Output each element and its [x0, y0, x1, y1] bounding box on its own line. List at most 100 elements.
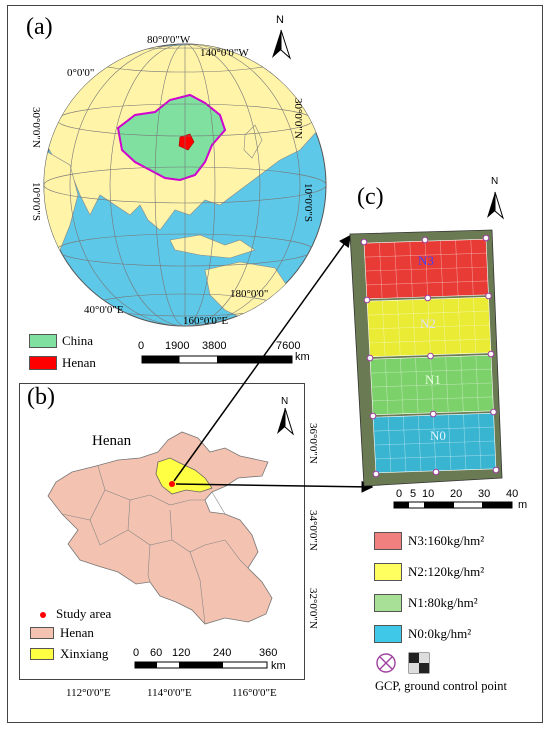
subplot-line — [365, 266, 488, 272]
subplot-line — [478, 413, 482, 470]
subplot-line — [470, 239, 474, 296]
gcp-marker — [424, 294, 432, 302]
subplot-line — [366, 280, 488, 286]
gcp-label: GCP, ground control point — [375, 679, 507, 693]
subplot-line — [440, 240, 444, 297]
subplot-line — [475, 355, 479, 412]
north-label-a: N — [276, 14, 284, 26]
legend-swatch-n2 — [374, 563, 402, 581]
gcp-marker — [492, 466, 500, 474]
plot-label-n0: N0 — [430, 428, 446, 443]
gcp-marker — [360, 238, 368, 246]
gcp-marker — [366, 354, 374, 362]
plot-label-n1: N1 — [425, 372, 441, 387]
lon-label-114e: 114°0'0"E — [147, 687, 192, 699]
subplot-line — [463, 414, 467, 470]
panel-a-label: (a) — [26, 14, 53, 40]
lon-label-140w: 140°0'0"W — [200, 47, 249, 59]
gcp-marker — [432, 468, 440, 476]
figure-frame — [7, 5, 543, 723]
scale-a-tick-2: 3800 — [202, 340, 227, 352]
lat-label-10s-left: 10°0'0"S — [30, 182, 42, 221]
gcp-marker — [429, 410, 437, 418]
legend-swatch-n1 — [374, 594, 402, 612]
gcp-marker — [427, 352, 434, 360]
legend-swatch-china — [29, 334, 57, 348]
gcp-marker — [490, 408, 497, 416]
subplot-line — [417, 415, 422, 472]
subplot-line — [427, 299, 431, 355]
lat-label-32n: 32°0'0"N — [307, 588, 319, 629]
north-arrow-icon — [272, 29, 292, 60]
scale-b-tick-0: 0 — [133, 647, 140, 659]
scale-a-tick-3: 7600 — [276, 340, 301, 352]
gcp-marker — [369, 412, 377, 420]
scale-c-tick-1: 5 — [410, 488, 417, 500]
lon-label-0: 0°0'0" — [67, 67, 95, 79]
panel-c-label: (c) — [357, 184, 384, 210]
gcp-symbol-icon — [376, 653, 396, 673]
panel-b-title: Henan — [92, 433, 132, 449]
scalebar-a — [141, 355, 293, 364]
plot-label-n3: N3 — [418, 253, 434, 268]
lon-label-112e: 112°0'0"E — [66, 687, 111, 699]
lat-label-30n-right: 30°0'0"N — [292, 98, 304, 139]
legend-label-n1: N1:80kg/hm² — [408, 595, 478, 610]
scalebar-c — [393, 501, 513, 509]
subplot-line — [412, 299, 416, 356]
subplot-line — [445, 356, 449, 413]
plot-label-n2: N2 — [420, 316, 436, 331]
scale-c-tick-2: 10 — [422, 488, 435, 500]
legend-label-n3: N3:160kg/hm² — [408, 533, 485, 548]
lon-label-80w: 80°0'0"W — [147, 34, 191, 46]
scale-a-tick-1: 1900 — [165, 340, 190, 352]
subplot-line — [402, 416, 407, 472]
subplot-line — [448, 414, 452, 471]
legend-swatch-n3 — [374, 532, 402, 550]
north-arrow-icon — [487, 191, 504, 220]
scale-a-tick-0: 0 — [138, 340, 145, 352]
subplot-line — [367, 310, 490, 316]
subplot-line — [455, 240, 459, 296]
scale-a-unit: km — [295, 351, 310, 363]
subplot-line — [394, 242, 398, 298]
panel-b-box — [19, 383, 305, 680]
lon-label-160e: 160°0'0"E — [183, 315, 229, 327]
subplot-line — [430, 357, 434, 413]
subplot-line — [433, 415, 437, 471]
scale-b-tick-4: 360 — [259, 647, 278, 659]
scale-c-tick-4: 30 — [478, 488, 491, 500]
gcp-marker — [482, 234, 490, 242]
subplot-line — [368, 324, 490, 330]
legend-label-n0: N0:0kg/hm² — [408, 626, 472, 641]
legend-swatch-henan-b — [30, 627, 54, 639]
gcp-marker — [485, 292, 492, 300]
subplot-line — [381, 300, 386, 357]
legend-label-xinxiang: Xinxiang — [60, 646, 109, 661]
lat-label-30n-left: 30°0'0"N — [30, 107, 42, 148]
study-area-marker-icon — [40, 612, 46, 618]
subplot-line — [384, 358, 389, 415]
lon-label-116e: 116°0'0"E — [232, 687, 277, 699]
scale-b-unit: km — [271, 660, 286, 672]
subplot-line — [442, 298, 446, 355]
lat-label-10s-right: 10°0'0"S — [302, 183, 314, 222]
gcp-marker — [372, 470, 380, 478]
lon-label-180: 180°0'0" — [230, 288, 269, 300]
scalebar-b — [134, 661, 268, 669]
lon-label-40e: 40°0'0"E — [84, 304, 124, 316]
subplot-line — [373, 426, 495, 432]
legend-swatch-xinxiang — [30, 648, 54, 660]
legend-swatch-henan — [29, 356, 57, 370]
scale-b-tick-1: 60 — [150, 647, 163, 659]
subplot-line — [387, 416, 392, 473]
gcp-marker — [487, 350, 495, 358]
subplot-line — [409, 241, 413, 298]
legend-swatch-n0 — [374, 625, 402, 643]
lat-label-36n: 36°0'0"N — [307, 423, 319, 464]
scale-c-tick-0: 0 — [396, 488, 403, 500]
north-label-b: N — [281, 396, 289, 407]
